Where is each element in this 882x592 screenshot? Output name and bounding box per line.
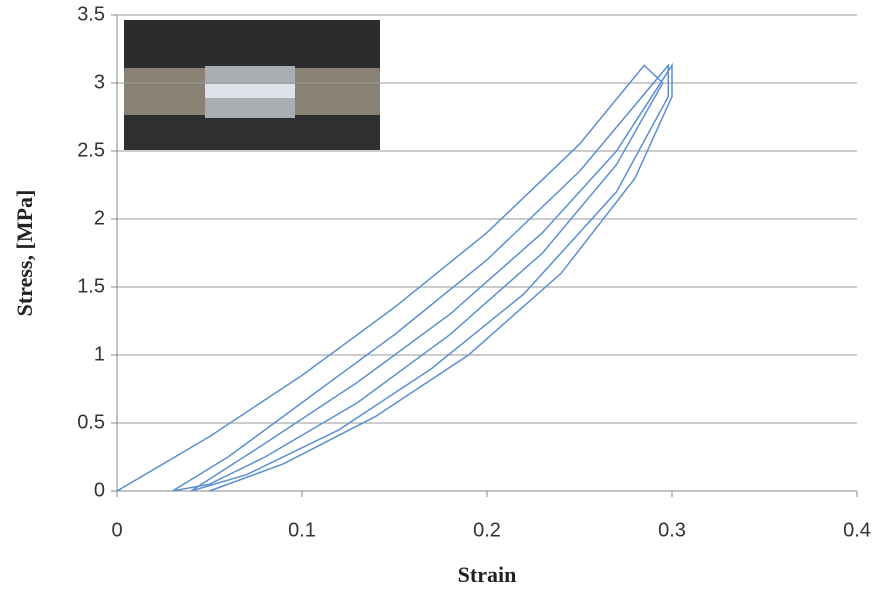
x-tick-label: 0.4 bbox=[843, 519, 871, 541]
y-tick-label: 2.5 bbox=[77, 139, 105, 161]
x-tick-label: 0.1 bbox=[288, 519, 316, 541]
inset-photo bbox=[124, 20, 380, 150]
x-tick-label: 0.2 bbox=[473, 519, 501, 541]
x-tick-label: 0.3 bbox=[658, 519, 686, 541]
y-tick-label: 0.5 bbox=[77, 411, 105, 433]
y-tick-label: 2 bbox=[94, 207, 105, 229]
chart: 0 0.5 1 1.5 2 2.5 3 3.5 0 0.1 0.2 0.3 0.4 Strain Str… bbox=[0, 0, 882, 592]
y-tick-label: 3 bbox=[94, 71, 105, 93]
y-tick-label: 0 bbox=[94, 479, 105, 501]
x-axis-title: Strain bbox=[458, 562, 517, 587]
y-tick-label: 3.5 bbox=[77, 3, 105, 25]
y-tick-label: 1 bbox=[94, 343, 105, 365]
y-tick-label: 1.5 bbox=[77, 275, 105, 297]
y-axis-title: Stress, [MPa] bbox=[12, 190, 37, 317]
x-tick-label: 0 bbox=[111, 519, 122, 541]
